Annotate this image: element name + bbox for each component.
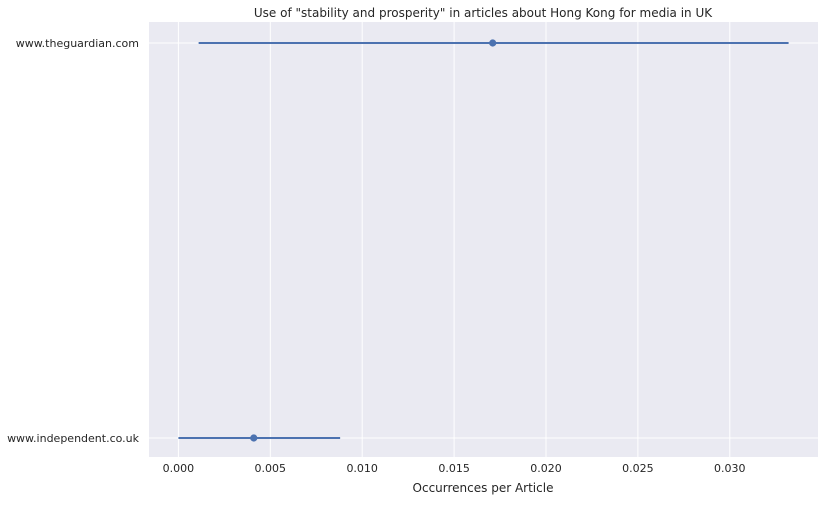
x-tick-label: 0.025: [622, 462, 654, 475]
x-tick-label: 0.030: [714, 462, 746, 475]
y-tick-labels: www.theguardian.com www.independent.co.uk: [7, 37, 140, 445]
x-tick-label: 0.010: [346, 462, 378, 475]
x-tick-label: 0.020: [530, 462, 562, 475]
data-point: [489, 39, 497, 47]
data-point: [250, 434, 258, 442]
y-tick-label: www.theguardian.com: [16, 37, 139, 50]
plot-area: [149, 22, 818, 457]
grid-layer: [149, 22, 818, 457]
chart-title: Use of "stability and prosperity" in art…: [254, 6, 713, 20]
x-tick-label: 0.005: [255, 462, 287, 475]
y-tick-label: www.independent.co.uk: [7, 432, 140, 445]
marks-layer: [178, 39, 789, 442]
x-tick-label: 0.000: [163, 462, 195, 475]
x-tick-label: 0.015: [438, 462, 470, 475]
x-tick-labels: 0.000 0.005 0.010 0.015 0.020 0.025 0.030: [163, 462, 746, 475]
x-axis-label: Occurrences per Article: [413, 481, 554, 495]
